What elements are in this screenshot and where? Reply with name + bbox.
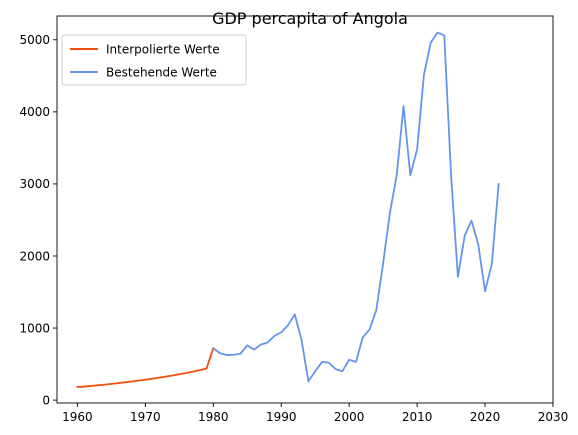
y-tick-label: 3000 <box>19 177 50 191</box>
y-tick-label: 4000 <box>19 105 50 119</box>
x-tick-label: 1980 <box>198 410 229 424</box>
x-tick-label: 2010 <box>402 410 433 424</box>
x-tick-label: 2020 <box>470 410 501 424</box>
legend-label-interpolated: Interpolierte Werte <box>106 43 220 57</box>
x-tick-label: 1990 <box>266 410 297 424</box>
y-axis-ticks: 0 1000 2000 3000 4000 5000 <box>19 33 57 407</box>
legend-box <box>61 34 247 86</box>
x-axis-ticks: 1960 1970 1980 1990 2000 2010 2020 2030 <box>62 403 568 424</box>
plot-area-frame <box>56 15 554 404</box>
y-tick-label: 2000 <box>19 249 50 263</box>
series-layer <box>76 31 500 389</box>
legend-label-existing: Bestehende Werte <box>106 66 217 80</box>
chart-title: GDP percapita of Angola <box>212 9 408 28</box>
series-line-interpolated <box>76 347 215 389</box>
x-tick-label: 2000 <box>334 410 365 424</box>
x-tick-label: 1970 <box>130 410 161 424</box>
y-tick-label: 1000 <box>19 321 50 335</box>
legend: Interpolierte Werte Bestehende Werte <box>61 34 247 86</box>
x-tick-label: 1960 <box>62 410 93 424</box>
x-tick-label: 2030 <box>538 410 569 424</box>
y-tick-label: 0 <box>42 393 50 407</box>
y-tick-label: 5000 <box>19 33 50 47</box>
series-line-existing <box>212 31 500 383</box>
